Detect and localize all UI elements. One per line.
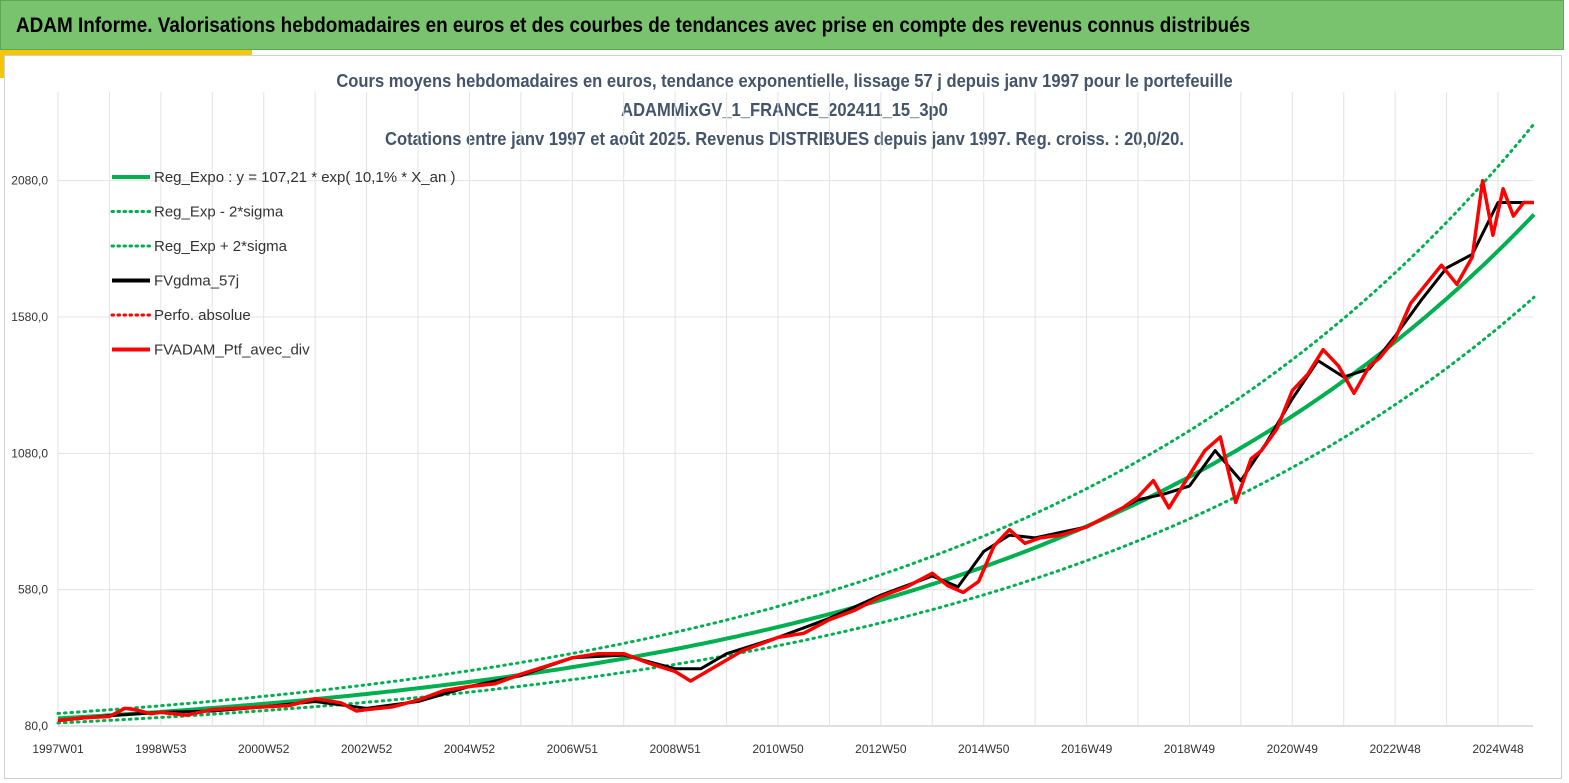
x-tick-label: 2008W51: [649, 742, 701, 756]
x-tick-label: 2014W50: [958, 742, 1010, 756]
y-axis-ticks: 80,0 580,0 1080,0 1580,0 2080,0: [11, 174, 48, 733]
x-tick-label: 1998W53: [135, 742, 187, 756]
chart-title-line-1: Cours moyens hebdomadaires en euros, ten…: [336, 71, 1233, 91]
legend-label: FVgdma_57j: [154, 273, 239, 290]
x-tick-label: 2004W52: [444, 742, 496, 756]
y-tick-label: 580,0: [18, 583, 48, 597]
y-tick-label: 1080,0: [11, 446, 48, 460]
legend-label: FVADAM_Ptf_avec_div: [154, 342, 310, 359]
legend-label: Reg_Exp - 2*sigma: [154, 204, 284, 221]
y-tick-label: 2080,0: [11, 174, 48, 188]
x-tick-label: 2002W52: [341, 742, 393, 756]
legend-label: Perfo. absolue: [154, 307, 251, 324]
x-tick-label: 2020W49: [1267, 742, 1319, 756]
x-axis-ticks: 1997W01 1998W53 2000W52 2002W52 2004W52 2006W…: [32, 742, 1524, 756]
header-banner: ADAM Informe. Valorisations hebdomadaire…: [0, 0, 1564, 50]
trend-upper-line: [56, 122, 1536, 715]
chart-grid: [57, 92, 1533, 727]
x-tick-label: 2000W52: [238, 742, 290, 756]
x-tick-label: 2010W50: [752, 742, 804, 756]
x-tick-label: 2018W49: [1164, 742, 1216, 756]
x-tick-label: 2006W51: [547, 742, 599, 756]
chart-lines: [56, 122, 1536, 725]
x-tick-label: 1997W01: [32, 742, 84, 756]
x-tick-label: 2022W48: [1369, 742, 1421, 756]
y-tick-label: 80,0: [25, 719, 49, 733]
x-tick-label: 2024W48: [1472, 742, 1524, 756]
trend-lower-line: [56, 295, 1536, 725]
chart-title-line-2: ADAMMixGV_1_FRANCE_202411_15_3p0: [621, 100, 948, 120]
chart-frame: [4, 55, 1562, 779]
portfolio-line: [57, 178, 1534, 723]
chart-legend: Reg_Expo : y = 107,21 * exp( 10,1% * X_a…: [110, 169, 455, 359]
y-tick-label: 1580,0: [11, 310, 48, 324]
legend-label: Reg_Expo : y = 107,21 * exp( 10,1% * X_a…: [154, 169, 455, 186]
x-tick-label: 2012W50: [855, 742, 907, 756]
page-title: ADAM Informe. Valorisations hebdomadaire…: [16, 14, 1251, 37]
accent-bar-left: [0, 50, 4, 78]
x-tick-label: 2016W49: [1061, 742, 1113, 756]
chart-title-line-3: Cotations entre janv 1997 et août 2025. …: [385, 129, 1184, 149]
accent-bar: [0, 50, 252, 55]
legend-label: Reg_Exp + 2*sigma: [154, 238, 288, 255]
